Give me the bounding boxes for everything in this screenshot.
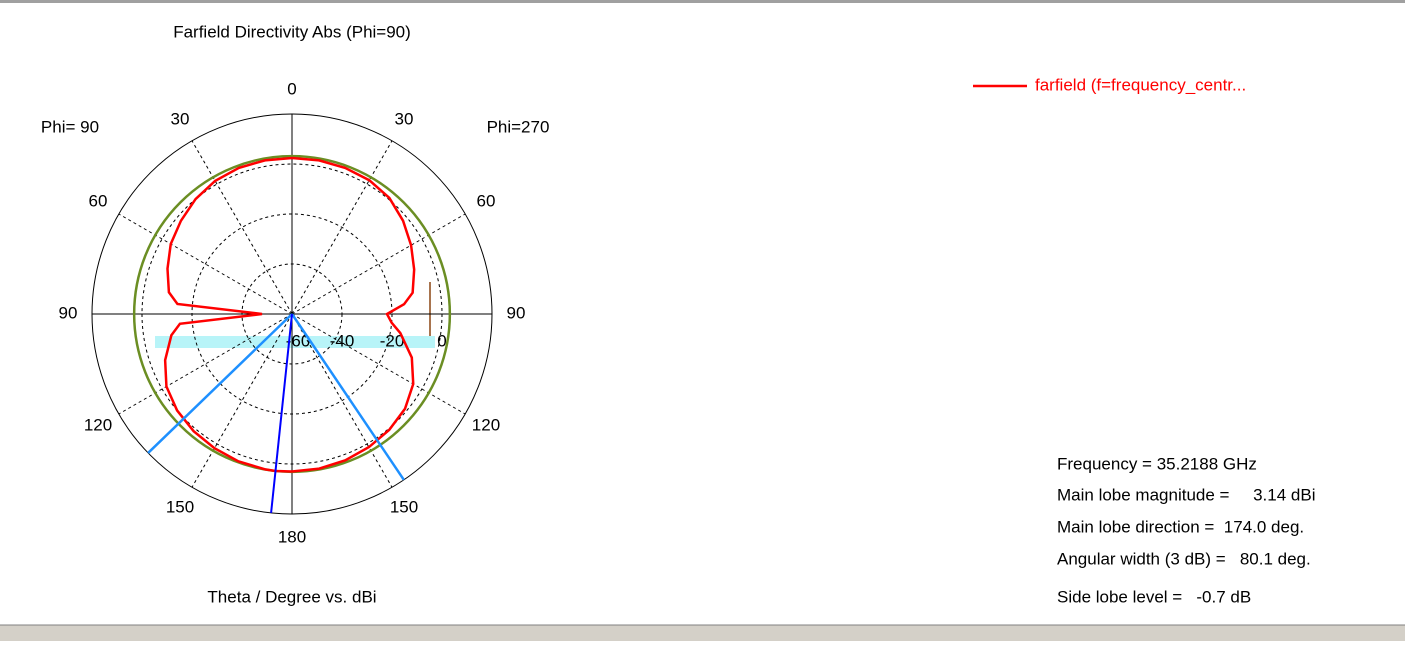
info-text: Angular width (3 dB) = 80.1 deg. xyxy=(1057,549,1311,568)
theta-tick-label: 150 xyxy=(390,497,418,516)
theta-tick-label: 150 xyxy=(166,497,194,516)
beam-width-line xyxy=(290,313,405,481)
grid-spoke xyxy=(291,313,466,415)
beam-width-line xyxy=(147,313,293,454)
left-label: Phi= 90 xyxy=(41,117,99,136)
theta-tick-label: 90 xyxy=(59,303,78,322)
theta-tick-label: 120 xyxy=(472,415,500,434)
theta-tick-label: 90 xyxy=(507,303,526,322)
theta-tick-label: 180 xyxy=(278,527,306,546)
theta-tick-label: 0 xyxy=(287,79,296,98)
grid-spoke xyxy=(291,213,466,315)
r-tick-label: -20 xyxy=(380,331,405,350)
theta-tick-label: 60 xyxy=(89,191,108,210)
r-tick-label: 0 xyxy=(437,331,446,350)
r-tick-label: -40 xyxy=(330,331,355,350)
theta-tick-label: 120 xyxy=(84,415,112,434)
info-text: Side lobe level = -0.7 dB xyxy=(1057,587,1251,606)
info-text: Main lobe magnitude = 3.14 dBi xyxy=(1057,485,1315,504)
series-line xyxy=(163,156,416,473)
x-axis-label: Theta / Degree vs. dBi xyxy=(207,587,376,606)
info-text: Frequency = 35.2188 GHz xyxy=(1057,454,1257,473)
right-label: Phi=270 xyxy=(487,117,550,136)
theta-tick-label: 60 xyxy=(477,191,496,210)
theta-tick-label: 30 xyxy=(171,109,190,128)
grid-spoke xyxy=(118,213,293,315)
chart-title: Farfield Directivity Abs (Phi=90) xyxy=(173,22,411,41)
radial-label-band xyxy=(155,336,435,348)
main-lobe-line xyxy=(270,313,293,514)
bottom-bar xyxy=(0,625,1405,641)
legend-label: farfield (f=frequency_centr... xyxy=(1035,75,1246,94)
theta-tick-label: 30 xyxy=(395,109,414,128)
top-border xyxy=(0,0,1405,3)
info-text: Main lobe direction = 174.0 deg. xyxy=(1057,517,1304,536)
